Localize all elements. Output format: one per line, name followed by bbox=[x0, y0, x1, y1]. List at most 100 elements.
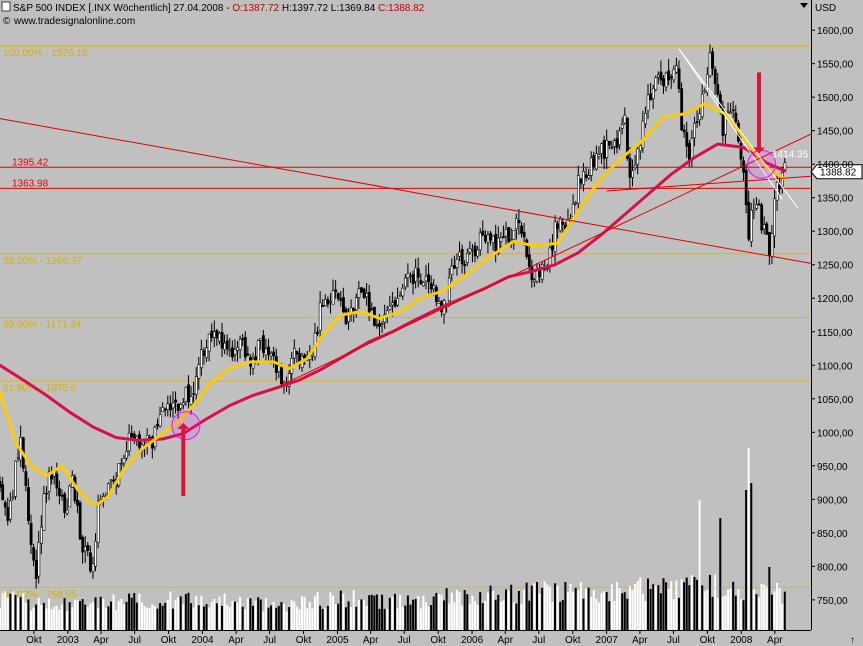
volume-bar bbox=[288, 607, 291, 630]
candle-body bbox=[504, 229, 508, 237]
candle-body bbox=[109, 479, 113, 482]
volume-bar bbox=[621, 593, 624, 630]
volume-bar bbox=[510, 584, 513, 630]
volume-bar bbox=[543, 581, 546, 630]
volume-bar bbox=[760, 583, 763, 630]
candle-body bbox=[96, 503, 100, 543]
trendlines-layer bbox=[0, 48, 812, 391]
volume-bar bbox=[419, 608, 422, 630]
candle-body bbox=[40, 526, 43, 544]
volume-bar bbox=[659, 593, 662, 630]
candle-body bbox=[561, 222, 565, 225]
x-tick-label: Okt bbox=[430, 635, 446, 646]
volume-bar bbox=[443, 600, 446, 630]
candle-body bbox=[189, 396, 193, 405]
x-tick-label: Okt bbox=[565, 635, 581, 646]
volume-bar bbox=[171, 608, 174, 630]
volume-bar bbox=[466, 594, 469, 630]
candle-body bbox=[659, 71, 663, 81]
volume-bar bbox=[375, 594, 378, 630]
scroll-up-icon[interactable] bbox=[800, 3, 808, 8]
horizontal-levels-layer: 100.00% - 1576.15 38.20% - 1266.37 50.00% … bbox=[0, 45, 811, 600]
volume-bar bbox=[174, 599, 177, 630]
trendline bbox=[0, 118, 812, 264]
volume-bar bbox=[301, 596, 304, 630]
volume-bar bbox=[66, 611, 69, 630]
candle-body bbox=[675, 65, 678, 73]
volume-bar bbox=[208, 607, 211, 630]
volume-bar bbox=[592, 589, 595, 630]
chart-menu-icon[interactable] bbox=[1, 1, 11, 12]
volume-bar bbox=[275, 607, 278, 630]
volume-bar bbox=[352, 590, 355, 630]
volume-bar bbox=[146, 607, 149, 630]
candle-body bbox=[499, 237, 503, 242]
candle-body bbox=[752, 210, 756, 213]
signal-arrow-head bbox=[752, 147, 765, 154]
volume-bar bbox=[285, 611, 288, 630]
volume-bar bbox=[125, 601, 128, 630]
x-tick-label: Apr bbox=[632, 635, 648, 646]
candle-body bbox=[548, 247, 552, 267]
volume-bar bbox=[492, 591, 495, 630]
volume-bar bbox=[517, 591, 520, 630]
candle-body bbox=[398, 294, 402, 297]
volume-bar bbox=[634, 584, 637, 630]
volume-bar bbox=[295, 606, 298, 630]
volume-bar bbox=[440, 594, 443, 630]
y-tick-label: 1000,00 bbox=[817, 428, 854, 439]
volume-bar bbox=[270, 605, 273, 630]
candle-body bbox=[318, 302, 322, 331]
volume-bar bbox=[649, 589, 652, 630]
candle-body bbox=[450, 265, 454, 276]
candle-body bbox=[34, 559, 38, 579]
candle-body bbox=[494, 234, 498, 252]
x-tick-label: Jul bbox=[128, 635, 141, 646]
volume-bar bbox=[424, 602, 427, 630]
candle-body bbox=[256, 340, 260, 362]
candle-body bbox=[533, 279, 536, 283]
volume-bar bbox=[115, 610, 118, 630]
volume-bar bbox=[631, 589, 634, 630]
candle-body bbox=[731, 109, 735, 112]
candle-body bbox=[360, 287, 363, 293]
volume-bar bbox=[453, 602, 456, 630]
volume-bar bbox=[177, 597, 180, 630]
volume-bar bbox=[357, 599, 360, 630]
fib-level-label: 00.00% - 768.55 bbox=[3, 589, 77, 600]
volume-bar bbox=[303, 596, 306, 630]
volume-bar bbox=[246, 598, 249, 630]
candle-body bbox=[406, 273, 410, 279]
candle-body bbox=[553, 221, 557, 253]
candle-body bbox=[726, 110, 730, 113]
candle-body bbox=[86, 544, 90, 551]
x-ticks: Okt 2003 Apr Jul Okt 2004 Apr Jul Okt 2005 Apr Jul O… bbox=[26, 630, 783, 646]
volume-bar bbox=[781, 603, 784, 630]
candle-body bbox=[765, 223, 769, 235]
x-tick-label: Jul bbox=[263, 635, 276, 646]
scroll-arrow-icon[interactable]: ↑ bbox=[850, 635, 855, 646]
candle-body bbox=[636, 148, 640, 165]
volume-bar bbox=[657, 585, 660, 630]
volume-bar bbox=[104, 607, 107, 630]
candle-body bbox=[669, 76, 673, 79]
volume-bar bbox=[267, 607, 270, 630]
candle-body bbox=[538, 269, 542, 277]
candle-body bbox=[755, 204, 758, 209]
volume-bar bbox=[393, 593, 396, 630]
candle-body bbox=[269, 353, 273, 357]
volume-bar bbox=[448, 603, 451, 630]
volume-bar bbox=[107, 606, 110, 630]
volume-bar bbox=[215, 603, 218, 630]
volume-bar bbox=[63, 598, 66, 630]
volume-bar bbox=[24, 602, 27, 630]
candle-body bbox=[517, 220, 521, 224]
volume-bar bbox=[600, 593, 603, 630]
candle-body bbox=[259, 337, 263, 341]
candle-body bbox=[587, 175, 591, 179]
volume-bar bbox=[182, 604, 185, 630]
candle-body bbox=[525, 239, 529, 257]
volume-bar bbox=[486, 592, 489, 630]
last-price-tag bbox=[810, 164, 863, 180]
volume-bar bbox=[696, 579, 699, 630]
